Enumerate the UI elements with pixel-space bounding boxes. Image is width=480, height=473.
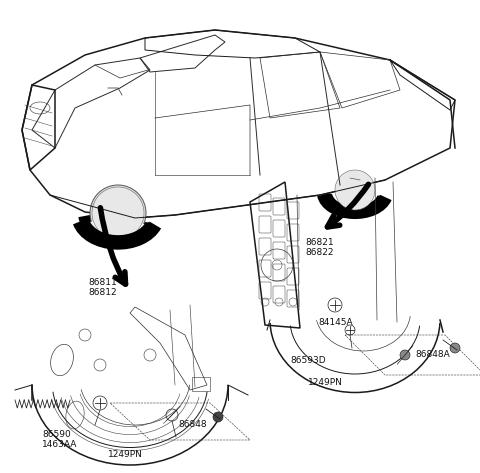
Text: 86811
86812: 86811 86812 [88,278,117,298]
Circle shape [400,350,410,360]
Text: 84145A: 84145A [318,318,353,327]
Text: 86848A: 86848A [415,350,450,359]
Text: 86848: 86848 [178,420,206,429]
Circle shape [92,187,144,239]
Circle shape [90,185,146,241]
Text: 86593D: 86593D [290,356,325,365]
Circle shape [450,343,460,353]
Text: 86590
1463AA: 86590 1463AA [42,430,77,449]
Bar [192,377,210,391]
Text: 1249PN: 1249PN [108,450,143,459]
Circle shape [213,412,223,422]
Circle shape [335,170,375,210]
Text: 1249PN: 1249PN [308,378,343,387]
Wedge shape [85,217,150,250]
Text: 86821
86822: 86821 86822 [305,238,334,257]
